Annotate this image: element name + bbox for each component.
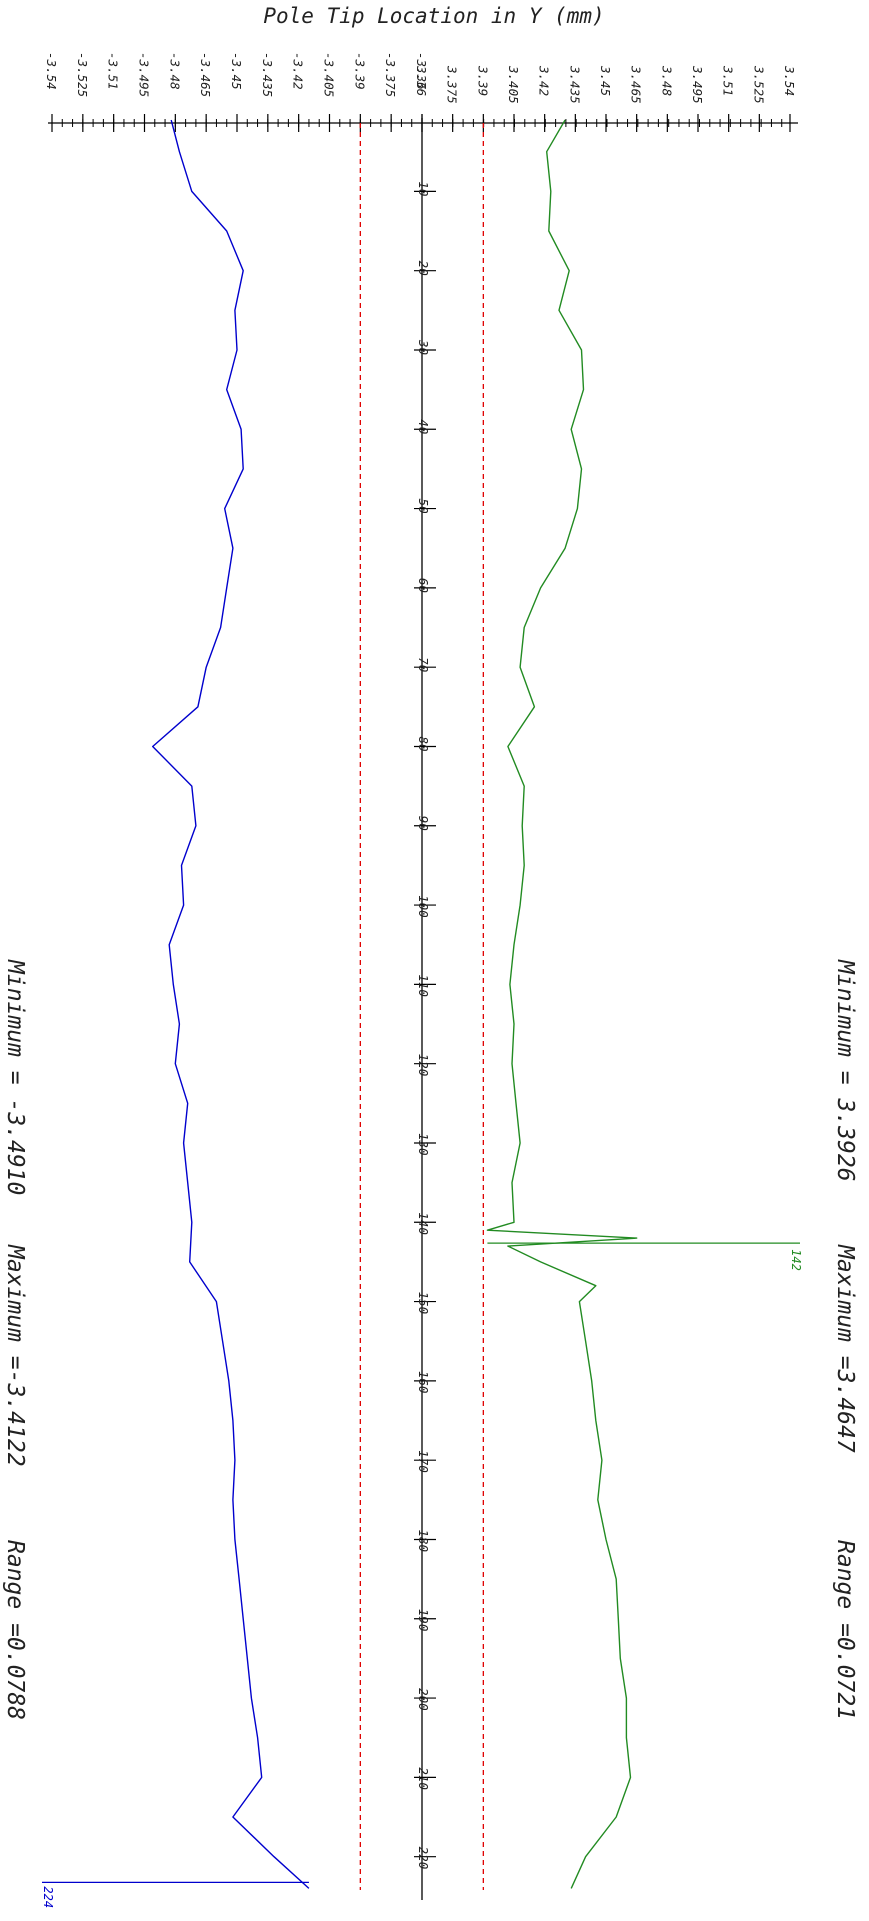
stat-maximum-negative: Maximum =-3.4122 (2, 1244, 28, 1467)
y-tick-label: -3.36 (414, 52, 429, 90)
x-tick-label: 50 (416, 499, 431, 514)
x-tick-label: 210 (416, 1767, 431, 1790)
stat-minimum-positive: Minimum = 3.3926 (832, 959, 858, 1182)
x-tick-label: 220 (416, 1847, 431, 1870)
y-tick-label: 3.495 (690, 65, 705, 104)
series-line-negative (151, 119, 310, 1889)
x-tick-label: 170 (416, 1450, 431, 1473)
x-tick-label: 80 (416, 736, 431, 751)
y-tick-label: 3.39 (475, 65, 490, 96)
y-tick-label: -3.435 (260, 52, 275, 97)
y-tick-label: 3.42 (537, 65, 552, 96)
x-tick-label: 150 (416, 1292, 431, 1315)
series-end-label: 224 (41, 1886, 55, 1908)
x-tick-label: 100 (416, 895, 431, 918)
x-tick-label: 20 (416, 261, 431, 276)
x-tick-label: 160 (416, 1371, 431, 1394)
y-tick-label: -3.51 (106, 52, 121, 90)
x-tick-label: 60 (416, 578, 431, 593)
x-tick-label: 140 (416, 1212, 431, 1235)
x-tick-label: 110 (416, 974, 431, 997)
y-tick-label: 3.48 (659, 65, 674, 96)
y-tick-label: 3.36 (414, 65, 429, 96)
y-tick-label: 3.54 (782, 65, 797, 96)
y-tick-label: -3.39 (352, 52, 367, 90)
y-tick-label: -3.525 (75, 52, 90, 97)
axis-layer: -3.54 -3.525 -3.51 -3.495 -3.48 -3.465 -3.45 -3… (44, 52, 798, 1900)
y-tick-label: 3.435 (567, 65, 582, 104)
x-tick-label: 30 (416, 339, 431, 355)
stat-range-negative: Range =0.0788 (2, 1540, 28, 1720)
x-tick-label: 180 (416, 1529, 431, 1552)
stat-maximum-positive: Maximum =3.4647 (832, 1244, 858, 1453)
y-tick-label: 3.465 (629, 65, 644, 104)
y-tick-label: -3.405 (322, 52, 337, 97)
y-tick-label: 3.405 (506, 65, 521, 104)
y-tick-label: 3.51 (721, 65, 736, 96)
x-tick-label: 70 (416, 657, 431, 672)
y-tick-label: -3.465 (198, 52, 213, 97)
x-tick-label: 190 (416, 1609, 431, 1632)
x-tick-label: 90 (416, 816, 431, 831)
y-tick-label: 3.525 (751, 65, 766, 104)
y-tick-label: -3.495 (137, 52, 152, 97)
reference-lines (359, 123, 484, 1890)
y-tick-label: 3.45 (598, 65, 613, 96)
series-line-positive (486, 119, 638, 1889)
stats-layer: Minimum = 3.3926 Maximum =3.4647 Range =0.… (2, 959, 858, 1720)
stat-minimum-negative: Minimum = -3.4910 (2, 959, 28, 1195)
x-tick-label: 10 (416, 181, 431, 196)
series-layer: 224 142 (41, 119, 803, 1908)
x-tick-label: 40 (416, 419, 431, 434)
stat-range-positive: Range =0.0721 (832, 1540, 858, 1720)
series-end-label: 142 (789, 1249, 803, 1271)
y-tick-label: -3.45 (229, 52, 244, 90)
chart-title: Pole Tip Location in Y (mm) (263, 4, 604, 28)
x-tick-label: 130 (416, 1133, 431, 1156)
y-tick-label: -3.42 (291, 52, 306, 90)
y-tick-label: -3.375 (383, 52, 398, 97)
x-tick-label: 200 (416, 1688, 431, 1711)
x-tick-label: 120 (416, 1054, 431, 1077)
y-tick-label: -3.48 (167, 52, 182, 90)
y-tick-label: -3.54 (44, 52, 59, 90)
y-tick-label: 3.375 (445, 65, 460, 104)
